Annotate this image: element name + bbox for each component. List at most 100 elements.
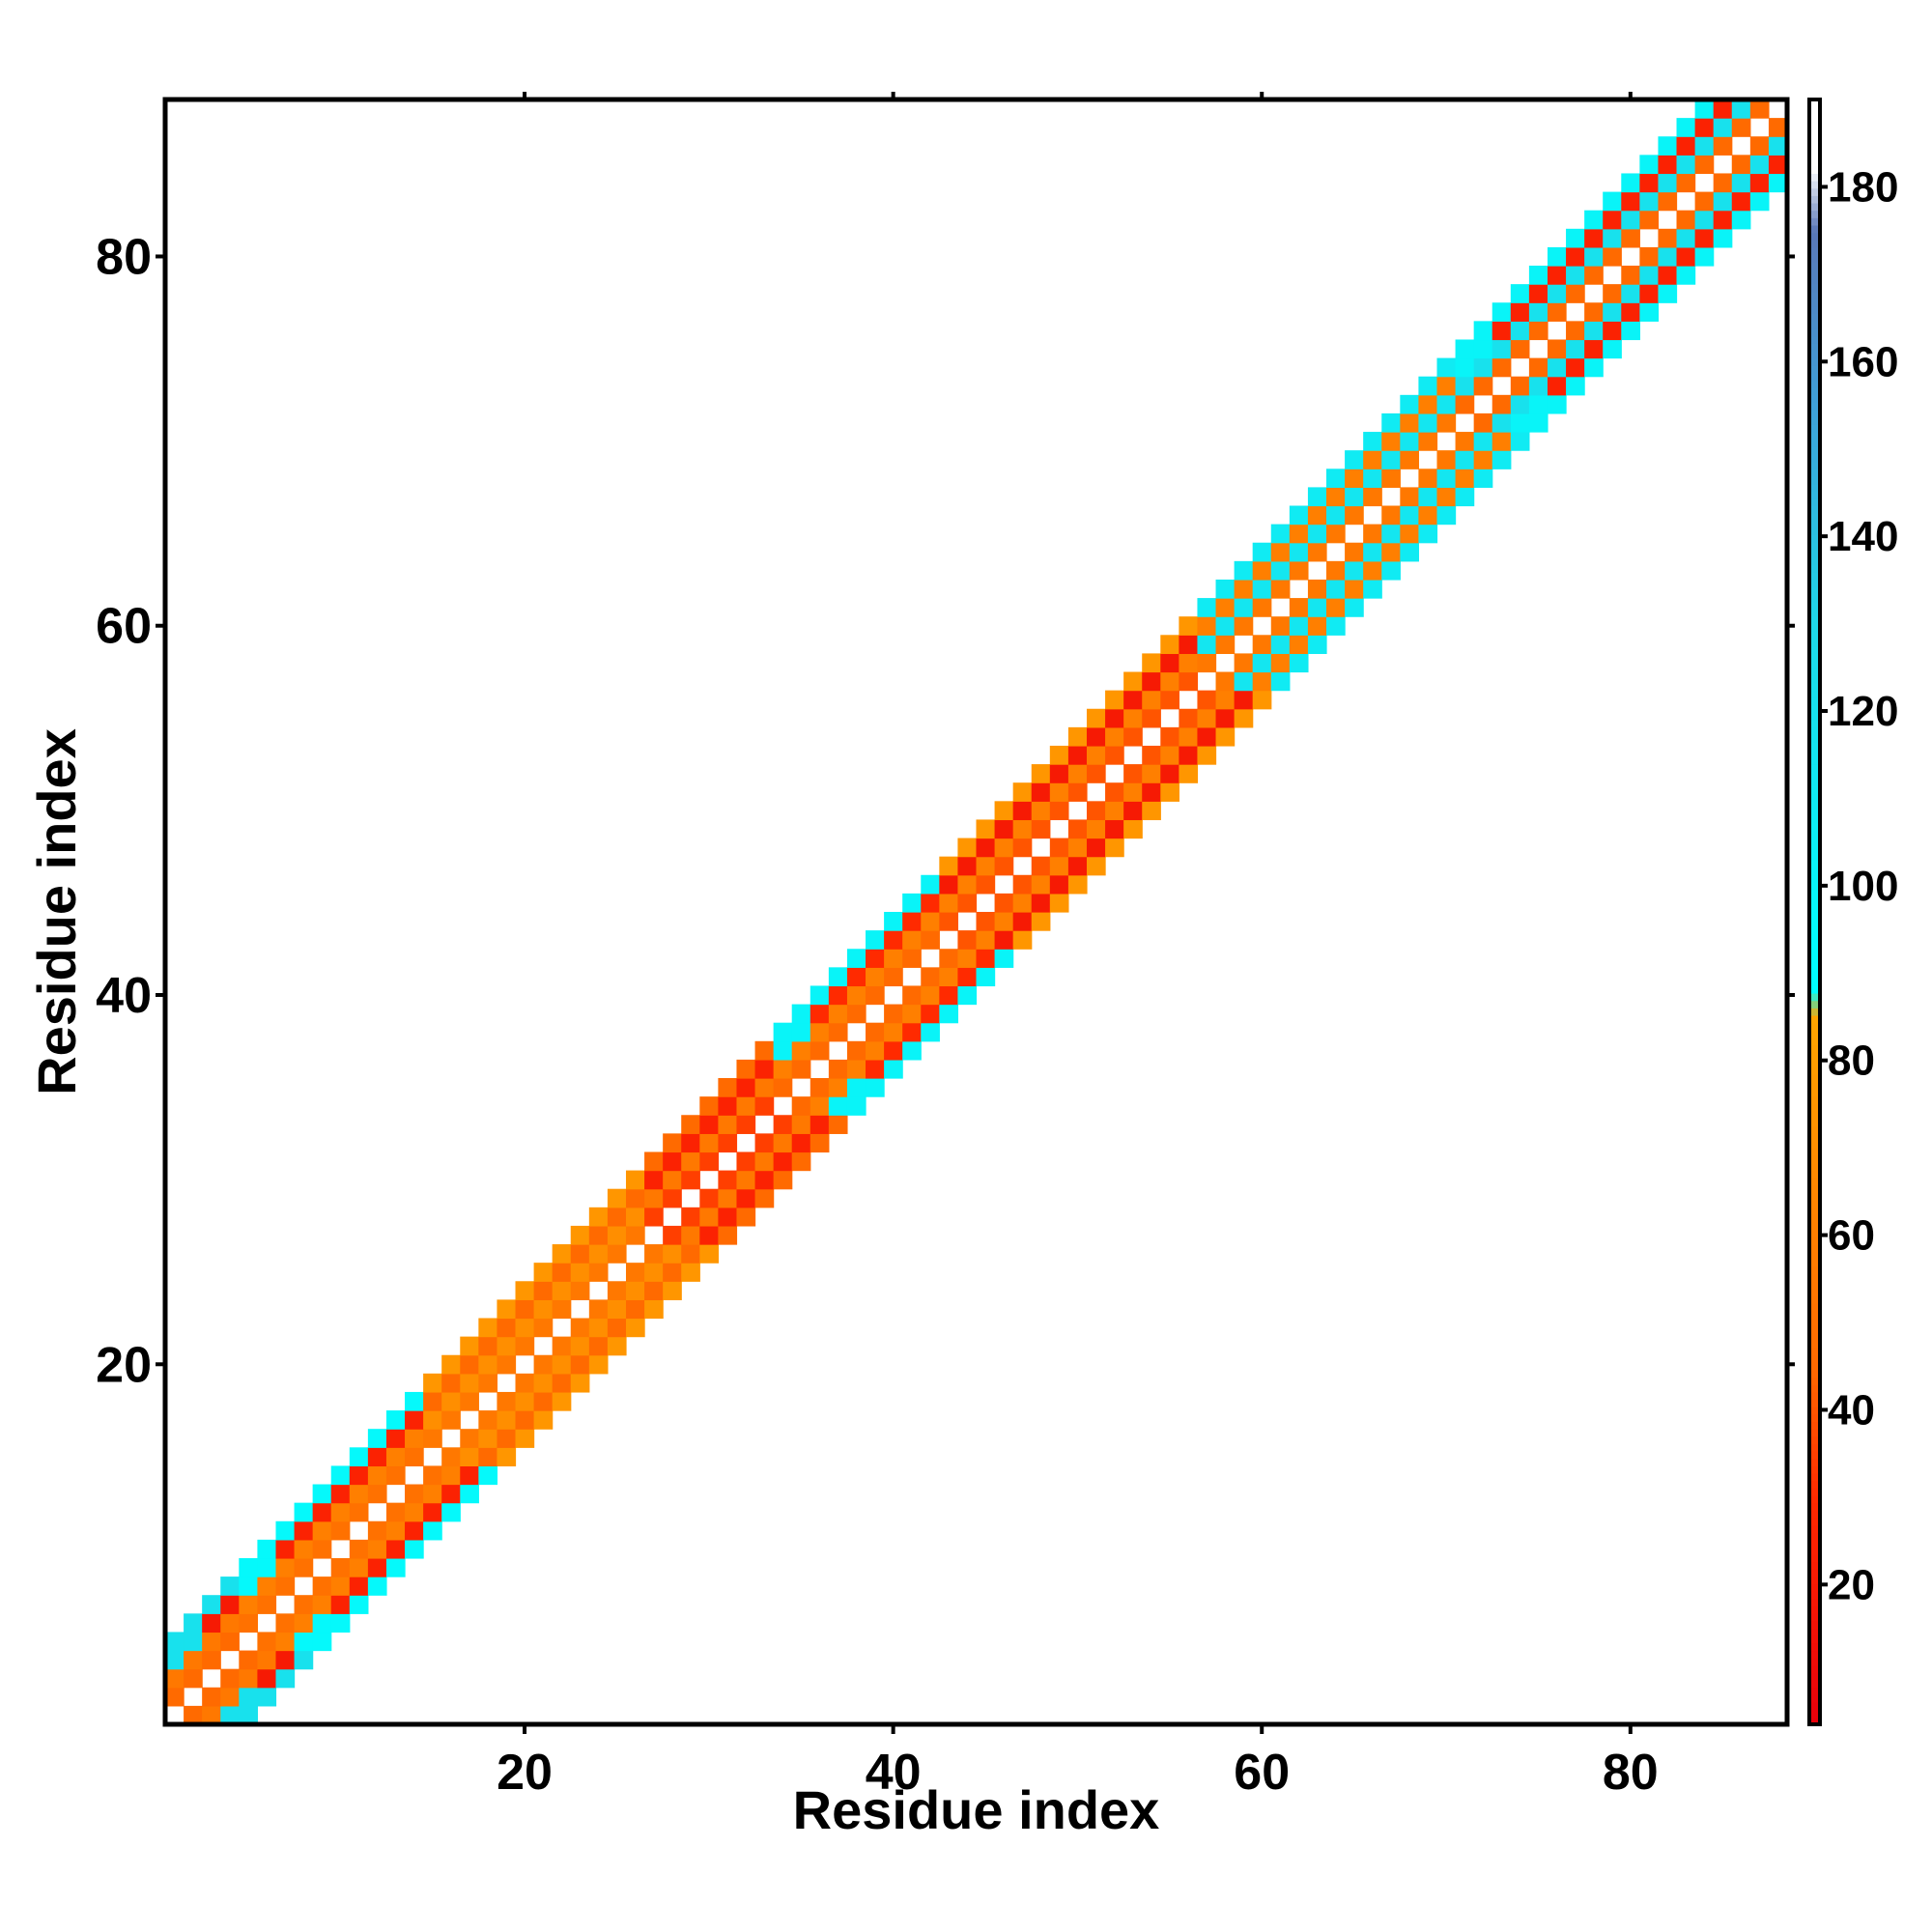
heatmap-cell [202,1632,221,1652]
heatmap-cell [1621,173,1640,193]
heatmap-cell [1603,321,1622,341]
heatmap-cell [588,1318,609,1338]
heatmap-cell [718,1096,738,1116]
heatmap-cell [423,1391,442,1411]
heatmap-cell [588,1225,609,1245]
heatmap-cell [1455,339,1475,359]
heatmap-cell [681,1225,700,1245]
heatmap-cell [884,1059,903,1079]
colorbar-swatch [1809,343,1820,352]
heatmap-cell [1621,228,1640,248]
colorbar-swatch [1809,1008,1820,1016]
heatmap-cell [497,1336,517,1356]
heatmap-cell [1197,726,1217,747]
heatmap-cell [1455,487,1475,507]
heatmap-cell [625,1188,645,1208]
heatmap-cell [644,1207,664,1227]
heatmap-cell [1400,505,1420,526]
heatmap-cell [1400,450,1420,469]
heatmap-cell [441,1447,461,1467]
colorbar-swatch [1809,1680,1820,1689]
heatmap-cell [1086,801,1106,821]
heatmap-cell [1123,782,1143,802]
heatmap-cell [1473,469,1493,488]
colorbar-swatch [1809,661,1820,669]
colorbar-swatch [1809,291,1820,299]
colorbar-swatch [1809,631,1820,639]
colorbar-swatch [1809,1650,1820,1659]
colorbar-swatch [1809,410,1820,418]
heatmap-cell [957,967,978,987]
colorbar-swatch [1809,1030,1820,1038]
heatmap-cell [460,1465,479,1486]
colorbar-swatch [1809,1265,1820,1275]
heatmap-cell [405,1539,424,1559]
heatmap-cell [1270,560,1291,581]
heatmap-cell [478,1447,498,1467]
colorbar-swatch [1809,1620,1820,1630]
colorbar-swatch [1809,1037,1820,1046]
heatmap-cell [846,985,867,1006]
heatmap-cell [1528,412,1548,433]
colorbar-swatch [1809,609,1820,617]
heatmap-cell [497,1429,517,1448]
heatmap-cell [1012,930,1033,950]
heatmap-cell [202,1705,221,1725]
heatmap-cell [312,1613,332,1634]
heatmap-cell [976,838,996,858]
colorbar-swatch [1809,890,1820,898]
heatmap-cell [1621,210,1640,230]
heatmap-cell [552,1263,572,1282]
heatmap-cell [533,1318,554,1338]
heatmap-cell [367,1429,387,1448]
heatmap-cell [1547,284,1567,303]
heatmap-cell [367,1539,387,1559]
colorbar-swatch [1809,1170,1820,1179]
colorbar-swatch [1809,1081,1820,1090]
heatmap-cell [367,1484,387,1504]
heatmap-cell [736,1096,756,1116]
heatmap-cell [663,1188,682,1208]
heatmap-cell [294,1650,314,1670]
heatmap-cell [1197,598,1217,617]
colorbar-swatch [1809,1066,1820,1075]
heatmap-cell [1142,801,1161,821]
heatmap-cell [1031,782,1051,802]
heatmap-cell [921,1004,940,1024]
heatmap-cell [220,1632,240,1652]
heatmap-cell [663,1151,682,1172]
colorbar-swatch [1809,845,1820,854]
colorbar-swatch [1809,941,1820,950]
heatmap-cell [1197,745,1217,765]
heatmap-cell [1676,210,1696,230]
colorbar-swatch [1809,720,1820,728]
heatmap-cell [1547,394,1567,414]
heatmap-cell [220,1687,240,1707]
colorbar-swatch [1809,726,1820,736]
colorbar-swatch [1809,1406,1820,1415]
heatmap-cell [1123,801,1143,821]
colorbar-swatch [1809,439,1820,447]
heatmap-cell [1067,782,1088,802]
heatmap-cell [312,1632,332,1652]
heatmap-cell [239,1668,258,1689]
heatmap-cell [957,856,978,876]
heatmap-cell [681,1207,700,1227]
heatmap-cell [994,893,1014,913]
colorbar-swatch [1809,1133,1820,1142]
heatmap-cell [257,1539,277,1559]
colorbar-swatch [1809,1022,1820,1031]
heatmap-cell [663,1225,682,1245]
heatmap-cell [791,1059,811,1079]
heatmap-cell [184,1705,203,1725]
heatmap-cell [773,1059,793,1079]
heatmap-cell [497,1447,517,1467]
heatmap-cell [1749,155,1770,175]
colorbar-swatch [1809,771,1820,780]
colorbar-swatch [1809,1273,1820,1282]
colorbar-swatch [1809,269,1820,277]
colorbar-swatch [1809,1702,1820,1711]
heatmap-cell [202,1687,221,1707]
heatmap-cell [699,1188,719,1208]
heatmap-cell [294,1557,314,1577]
